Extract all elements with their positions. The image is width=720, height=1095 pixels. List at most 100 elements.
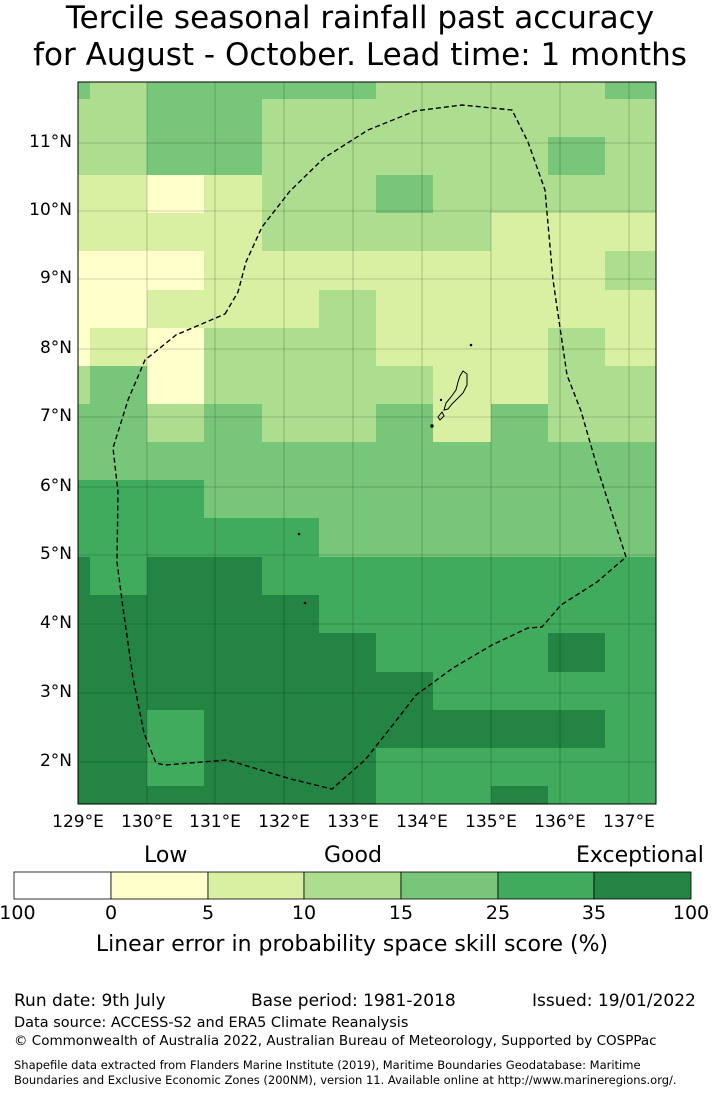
grid-cell (90, 251, 147, 290)
grid-cell (548, 251, 605, 290)
grid-cell (491, 404, 548, 442)
chart-title: Tercile seasonal rainfall past accuracy … (0, 0, 720, 74)
grid-cell (319, 175, 376, 213)
grid-cell (548, 290, 605, 328)
grid-cell (605, 175, 656, 213)
grid-cell (90, 328, 147, 366)
tobi-island (303, 601, 307, 605)
grid-cell (147, 710, 204, 748)
latitude-label: 2°N (39, 751, 72, 771)
grid-cell (433, 404, 491, 442)
longitude-label: 134°E (396, 812, 448, 832)
sonsorol-island (297, 532, 301, 536)
grid-cell (319, 633, 376, 672)
longitude-label: 132°E (258, 812, 310, 832)
grid-cell (376, 175, 433, 213)
grid-cell (319, 251, 376, 290)
grid-cell (78, 442, 90, 480)
grid-cell (491, 633, 548, 672)
shapefile-credit-1: Shapefile data extracted from Flanders M… (14, 1058, 641, 1072)
grid-cell (433, 175, 491, 213)
grid-cell (376, 672, 433, 710)
grid-cell (376, 518, 433, 557)
grid-cell (78, 82, 90, 99)
grid-cell (433, 82, 491, 99)
grid-cell (204, 442, 262, 480)
grid-cell (605, 672, 656, 710)
grid-cell (204, 290, 262, 328)
grid-cell (90, 442, 147, 480)
grid-cell (548, 672, 605, 710)
colorbar-swatch (207, 871, 305, 900)
grid-cell (491, 290, 548, 328)
grid-cell (605, 633, 656, 672)
grid-cell (319, 99, 376, 137)
grid-cell (78, 328, 90, 366)
grid-cell (319, 442, 376, 480)
map-frame (77, 81, 657, 805)
colorbar-tick: 35 (581, 902, 607, 924)
grid-cell (262, 710, 319, 748)
grid-cell (491, 213, 548, 251)
grid-cell (491, 99, 548, 137)
grid-cell (433, 328, 491, 366)
grid-cell (204, 557, 262, 595)
grid-cell (262, 442, 319, 480)
grid-cell (548, 748, 605, 786)
grid-cell (548, 175, 605, 213)
grid-cell (376, 82, 433, 99)
grid-cell (491, 137, 548, 175)
grid-cell (605, 786, 656, 804)
grid-cell (78, 213, 90, 251)
longitude-label: 135°E (465, 812, 517, 832)
grid-cell (262, 99, 319, 137)
grid-cell (204, 404, 262, 442)
grid-cell (376, 442, 433, 480)
latitude-label: 7°N (39, 406, 72, 426)
colorbar-swatch (110, 871, 209, 900)
colorbar-tick: 15 (388, 902, 414, 924)
grid-cell (262, 786, 319, 804)
grid-cell (147, 251, 204, 290)
grid-cell (204, 633, 262, 672)
grid-cell (319, 595, 376, 633)
grid-cell (319, 480, 376, 518)
grid-cell (376, 290, 433, 328)
grid-cell (605, 404, 656, 442)
grid-cell (605, 710, 656, 748)
grid-cell (147, 518, 204, 557)
colorbar-tick: -100 (0, 902, 36, 924)
grid-cell (433, 518, 491, 557)
grid-cell (433, 137, 491, 175)
grid-cell (204, 480, 262, 518)
grid-cell (78, 633, 90, 672)
grid-cell (78, 290, 90, 328)
grid-cell (376, 328, 433, 366)
grid-cell (376, 710, 433, 748)
grid-cell (319, 748, 376, 786)
grid-cell (90, 748, 147, 786)
grid-cell (147, 595, 204, 633)
latitude-label: 10°N (29, 200, 72, 220)
grid-cell (262, 328, 319, 366)
grid-cell (319, 328, 376, 366)
latitude-label: 9°N (39, 268, 72, 288)
grid-cell (147, 213, 204, 251)
grid-cell (78, 404, 90, 442)
grid-cell (147, 82, 204, 99)
grid-cell (147, 366, 204, 404)
grid-cell (433, 557, 491, 595)
grid-cell (548, 404, 605, 442)
grid-cell (548, 99, 605, 137)
grid-cell (147, 672, 204, 710)
grid-cell (491, 710, 548, 748)
longitude-label: 129°E (52, 812, 104, 832)
grid-cell (319, 557, 376, 595)
grid-cell (90, 290, 147, 328)
grid-cell (90, 786, 147, 804)
data-source: Data source: ACCESS-S2 and ERA5 Climate … (14, 1015, 409, 1031)
title-line-1: Tercile seasonal rainfall past accuracy (65, 0, 655, 36)
grid-cell (319, 213, 376, 251)
grid-cell (147, 99, 204, 137)
